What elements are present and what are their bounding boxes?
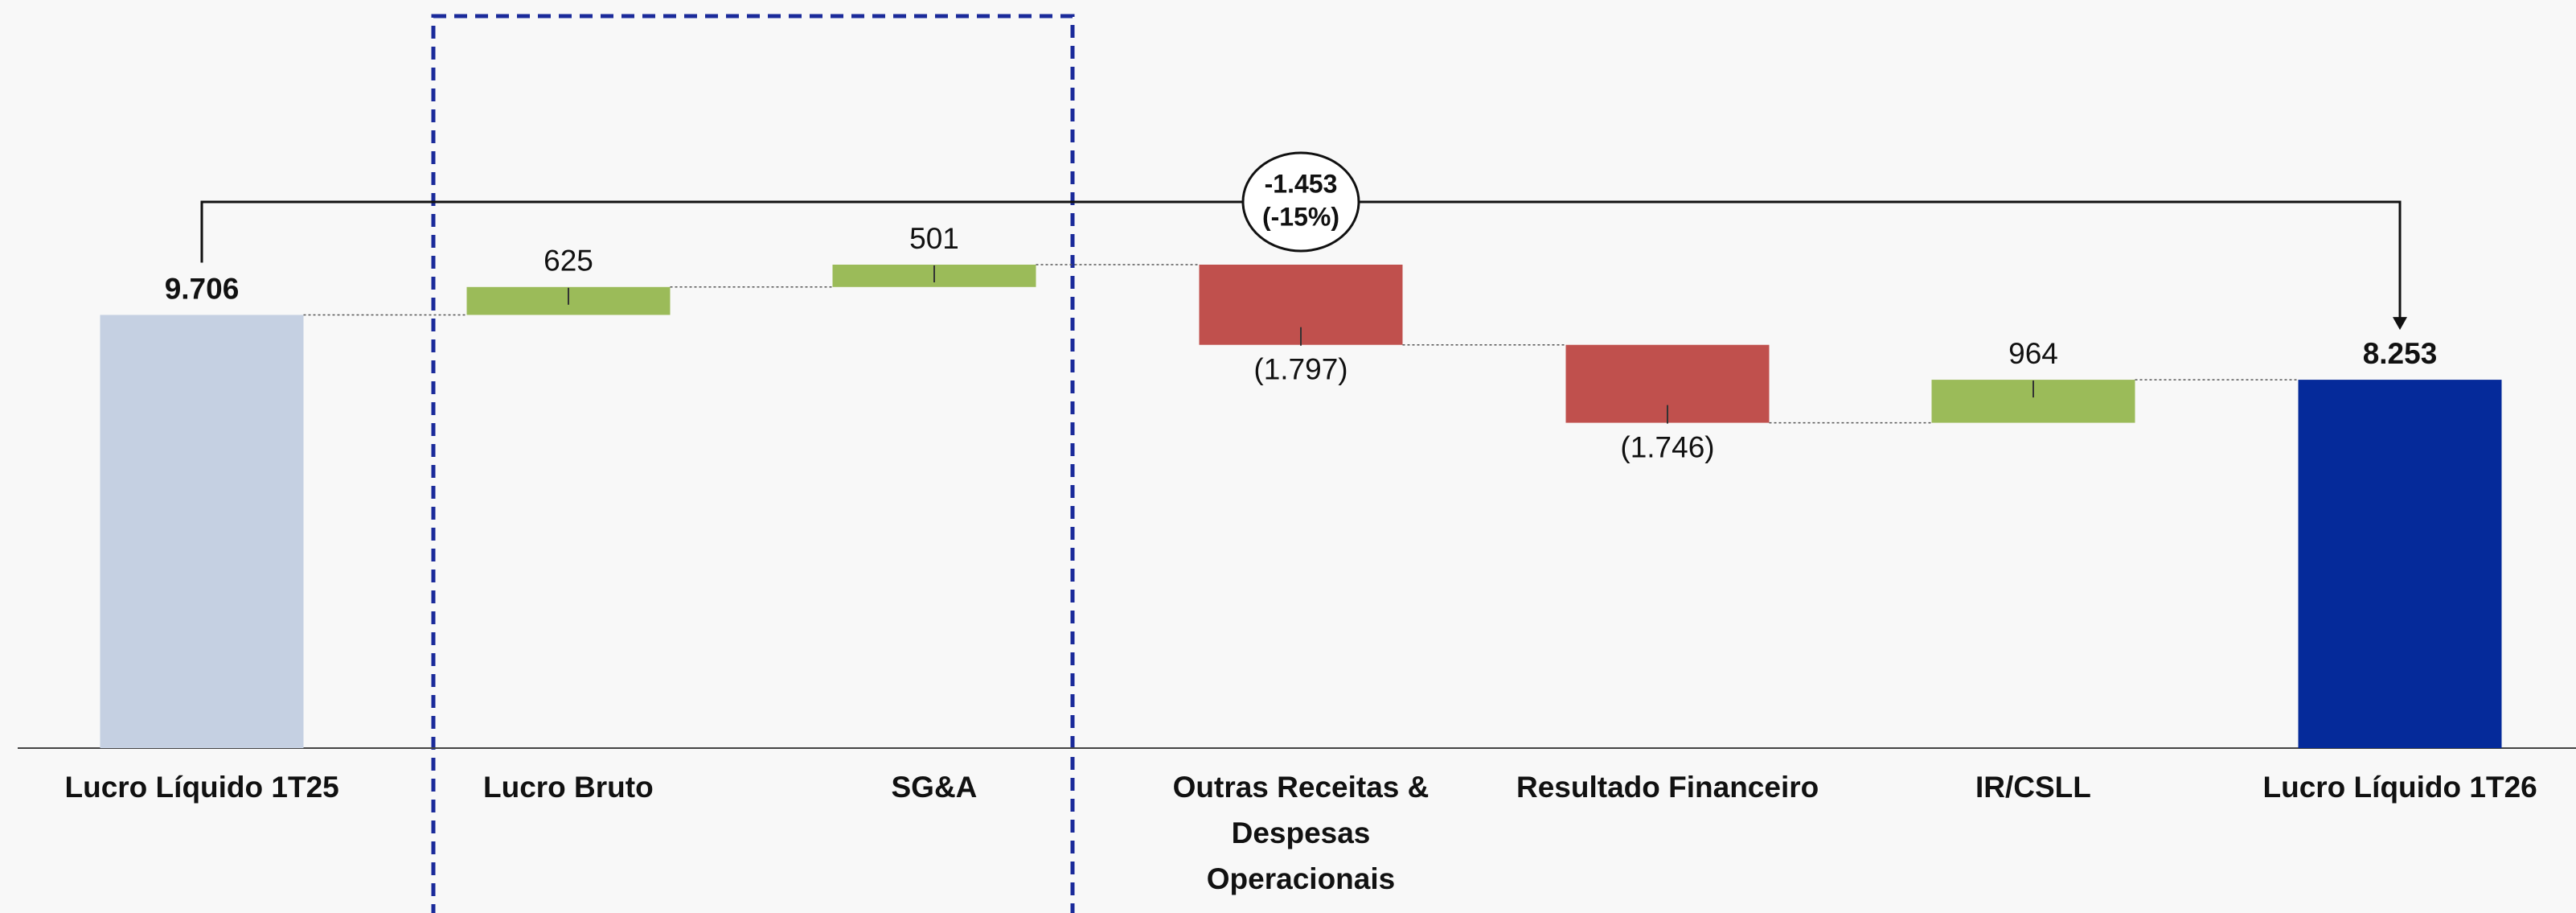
value-label: (1.746) xyxy=(1620,430,1714,463)
value-label: 625 xyxy=(544,245,593,278)
arrow-head xyxy=(2393,317,2407,331)
total-label: 9.706 xyxy=(165,272,240,305)
bar xyxy=(2298,380,2502,748)
value-label: 501 xyxy=(909,222,959,255)
x-tick-label: Lucro Líquido 1T25 xyxy=(64,771,339,804)
bar xyxy=(100,315,304,748)
change-bubble xyxy=(1241,151,1360,253)
value-label: 964 xyxy=(2008,337,2058,370)
x-tick-label: Resultado Financeiro xyxy=(1516,771,1819,804)
x-tick-label: Lucro Bruto xyxy=(483,771,654,804)
x-tick-label: SG&A xyxy=(891,771,978,804)
highlight-box xyxy=(431,14,1075,913)
x-tick-label: Outras Receitas & Despesas Operacionais xyxy=(1172,771,1430,895)
total-label: 8.253 xyxy=(2363,337,2438,370)
change-value: -1.453 xyxy=(1265,169,1338,198)
value-label: (1.797) xyxy=(1253,352,1347,385)
x-tick-label: IR/CSLL xyxy=(1975,771,2091,804)
x-tick-label: Lucro Líquido 1T26 xyxy=(2262,771,2537,804)
change-pct: (-15%) xyxy=(1262,202,1339,231)
